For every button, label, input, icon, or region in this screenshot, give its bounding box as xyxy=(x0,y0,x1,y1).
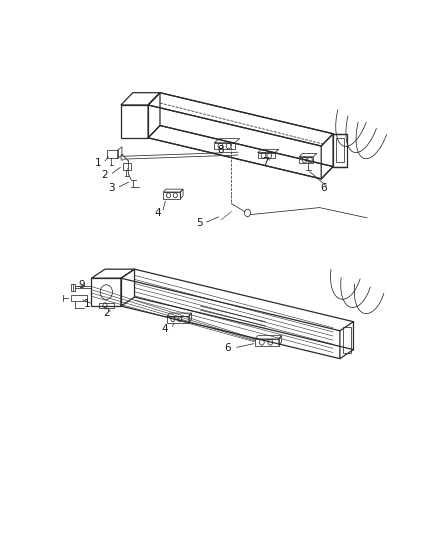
Text: 5: 5 xyxy=(196,218,202,228)
Text: 9: 9 xyxy=(78,280,85,290)
Text: 7: 7 xyxy=(262,157,269,167)
Text: 2: 2 xyxy=(103,308,110,318)
Circle shape xyxy=(244,209,251,216)
Text: 1: 1 xyxy=(95,158,102,168)
Text: 6: 6 xyxy=(320,183,327,193)
Text: 1: 1 xyxy=(84,299,90,309)
Text: 8: 8 xyxy=(217,145,224,155)
Text: 6: 6 xyxy=(225,343,231,353)
Text: 4: 4 xyxy=(154,207,161,217)
Text: 2: 2 xyxy=(102,170,108,180)
Text: 4: 4 xyxy=(162,324,168,334)
Text: 3: 3 xyxy=(109,183,115,193)
